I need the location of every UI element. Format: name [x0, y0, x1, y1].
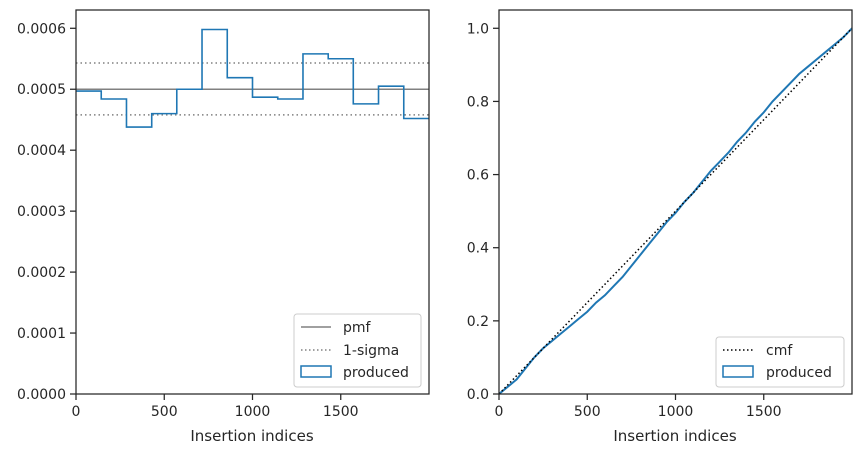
x-tick-label: 500: [151, 404, 178, 420]
y-tick-label: 0.0005: [17, 82, 66, 98]
x-tick-label: 500: [574, 404, 601, 420]
produced-histogram-step: [76, 28, 429, 128]
legend-produced-swatch: [300, 365, 332, 378]
legend-produced-swatch: [722, 365, 754, 378]
y-ticks: 0.0 0.2 0.4 0.6 0.8 1.0: [467, 21, 499, 403]
y-tick-label: 0.2: [467, 314, 489, 330]
produced-cumulative-line: [498, 27, 853, 395]
y-tick-label: 0.8: [467, 94, 489, 110]
x-tick-label: 1000: [235, 404, 271, 420]
cmf-panel: 0 500 1000 1500 0.0 0.2 0.4 0.6 0.8 1.0 Insertio…: [467, 9, 853, 445]
y-ticks: 0.0000 0.0001 0.0002 0.0003 0.0004 0.0005 0.00…: [17, 21, 76, 403]
y-tick-label: 1.0: [467, 21, 489, 37]
y-tick-label: 0.0006: [17, 21, 66, 37]
x-ticks: 0 500 1000 1500: [495, 394, 782, 420]
legend: pmf 1-sigma produced: [293, 313, 422, 388]
x-tick-label: 0: [72, 404, 81, 420]
pmf-panel: 0 500 1000 1500 0.00000.00010.00020.00030.0…: [17, 9, 430, 445]
legend: cmf produced: [715, 336, 845, 388]
x-tick-label: 1000: [658, 404, 694, 420]
legend-sigma-label: 1-sigma: [343, 343, 399, 359]
x-axis-label: Insertion indices: [190, 427, 313, 445]
y-tick-label: 0.0004: [17, 143, 66, 159]
histogram-series: [76, 28, 429, 128]
cmf-line: [498, 27, 853, 395]
legend-box: [293, 313, 422, 388]
legend-cmf-label: cmf: [766, 343, 793, 359]
x-tick-label: 0: [495, 404, 504, 420]
y-tick-label: 0.0000: [17, 387, 66, 403]
y-tick-label: 0.0002: [17, 265, 66, 281]
cumulative-series: [498, 27, 853, 395]
y-tick-label: 0.6: [467, 168, 489, 184]
legend-produced-label: produced: [343, 365, 409, 381]
plot-area: [499, 10, 852, 394]
x-tick-label: 1500: [746, 404, 782, 420]
y-tick-label: 0.0001: [17, 326, 66, 342]
x-tick-label: 1500: [323, 404, 359, 420]
legend-pmf-label: pmf: [343, 320, 372, 336]
x-axis-label: Insertion indices: [613, 427, 736, 445]
legend-produced-label: produced: [766, 365, 832, 381]
y-tick-label: 0.4: [467, 241, 489, 257]
y-tick-label: 0.0: [467, 387, 489, 403]
x-ticks: 0 500 1000 1500: [72, 394, 359, 420]
y-tick-label: 0.0003: [17, 204, 66, 220]
